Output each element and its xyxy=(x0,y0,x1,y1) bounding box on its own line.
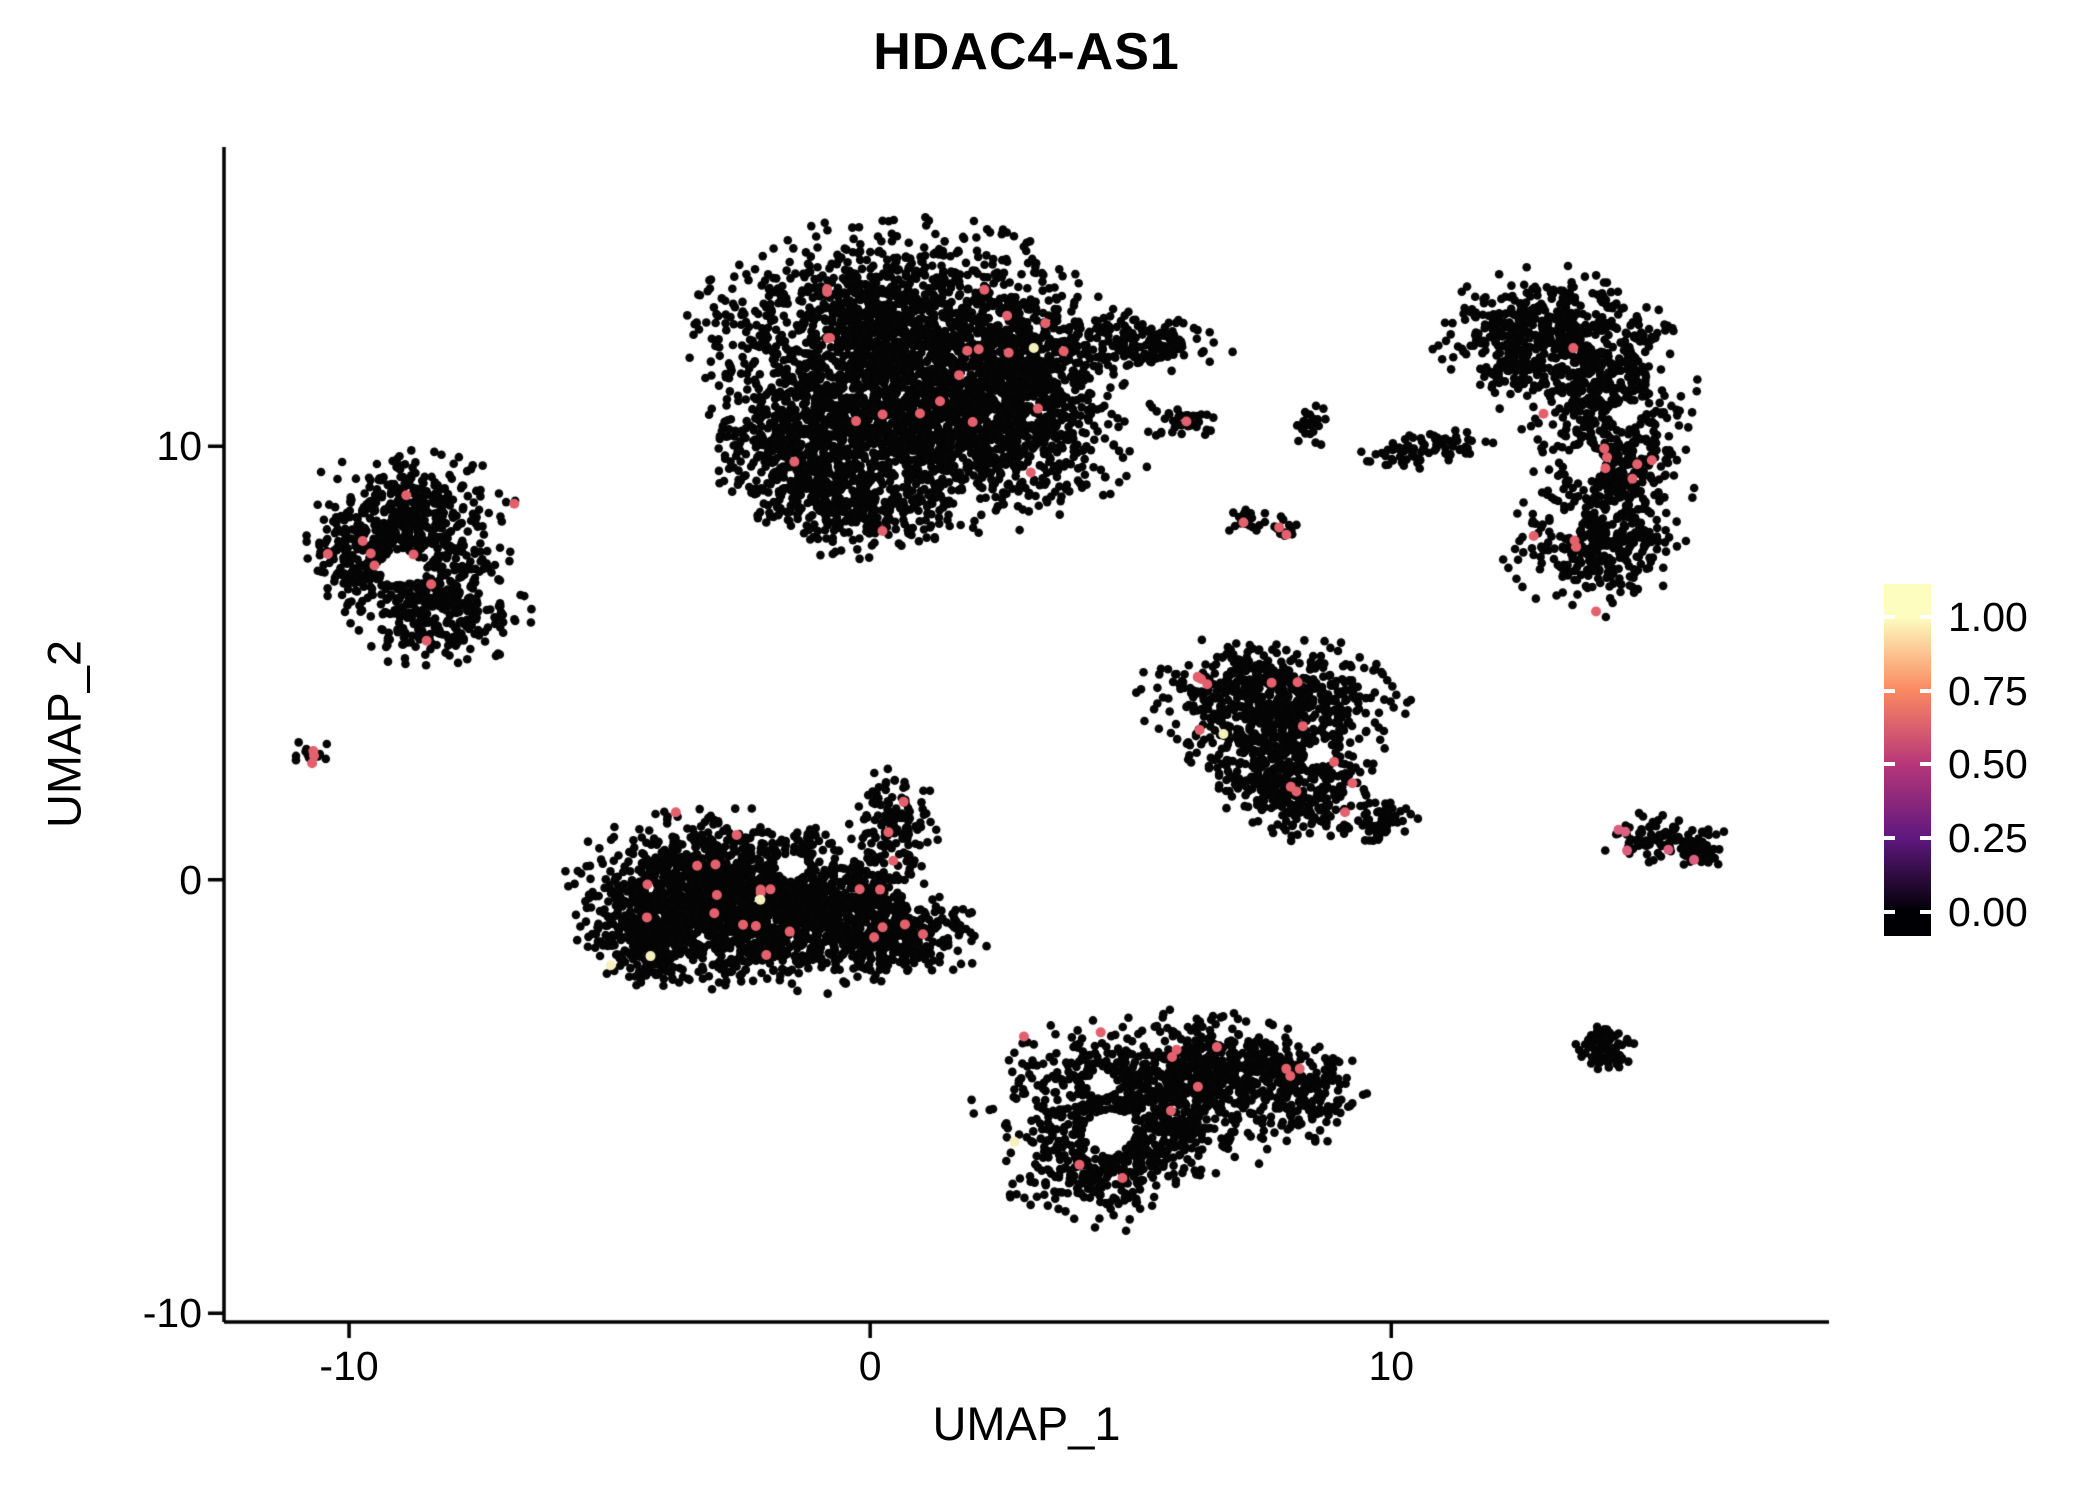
x-axis-title: UMAP_1 xyxy=(932,1397,1121,1450)
colorbar-tick-label: 0.75 xyxy=(1948,667,2028,714)
colorbar-tickmark xyxy=(1884,909,1895,914)
x-tick-label: 10 xyxy=(1368,1343,1415,1389)
y-axis-title: UMAP_2 xyxy=(37,639,91,829)
colorbar-tickmark xyxy=(1884,762,1895,767)
colorbar-tickmark xyxy=(1920,615,1931,620)
colorbar-tickmark xyxy=(1884,688,1895,693)
colorbar-legend: 1.00 0.75 0.50 0.25 0.00 xyxy=(1884,584,2100,936)
colorbar-tick-label: 0.25 xyxy=(1948,815,2028,862)
colorbar-tickmark xyxy=(1884,836,1895,841)
colorbar-tick-label: 1.00 xyxy=(1948,594,2028,641)
colorbar-tick-label: 0.50 xyxy=(1948,741,2028,788)
y-tick-label: -10 xyxy=(142,1290,202,1337)
colorbar-tickmark xyxy=(1884,615,1895,620)
x-tick-label: -10 xyxy=(319,1343,379,1389)
colorbar-tickmark xyxy=(1920,762,1931,767)
colorbar-tickmark xyxy=(1920,909,1931,914)
colorbar-tickmark xyxy=(1920,836,1931,841)
y-tick-label: 0 xyxy=(179,856,202,903)
x-tick-label: 0 xyxy=(858,1343,882,1389)
colorbar-gradient xyxy=(1884,584,1931,936)
colorbar-tick-label: 0.00 xyxy=(1948,888,2028,935)
y-tick-label: 10 xyxy=(156,423,202,470)
colorbar-tickmark xyxy=(1920,688,1931,693)
